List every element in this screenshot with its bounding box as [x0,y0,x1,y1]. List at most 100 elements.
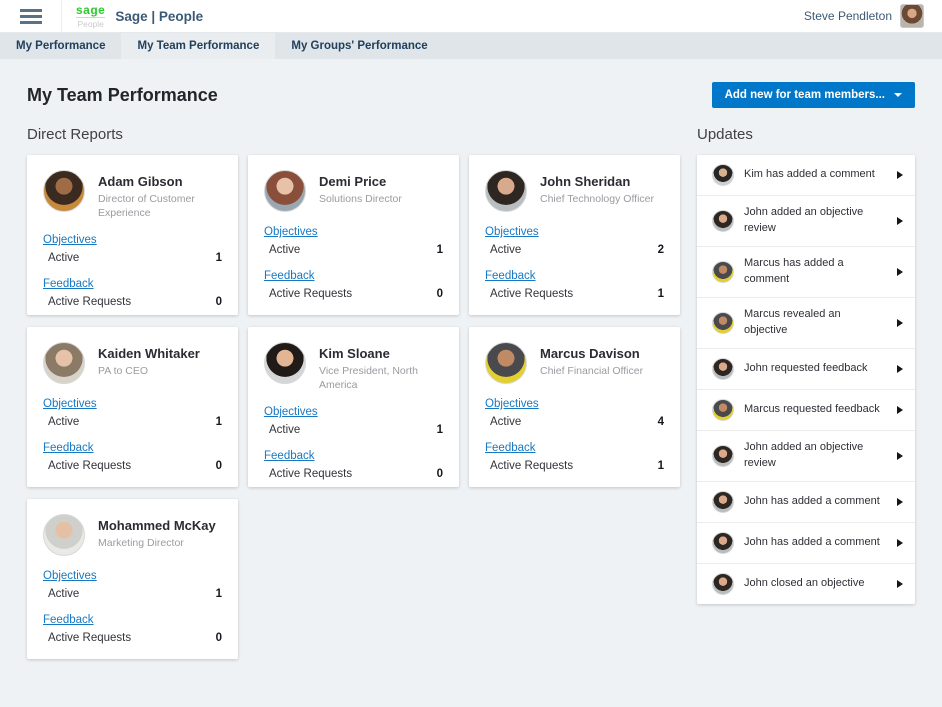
user-avatar [900,4,924,28]
active-objectives-count: 4 [657,416,664,428]
direct-report-card: Mohammed McKay Marketing Director Objectiv… [27,499,238,659]
add-button-label: Add new for team members... [724,89,885,101]
active-requests-label: Active Requests [269,468,353,481]
update-item[interactable]: Marcus requested feedback [697,390,915,431]
person-avatar [485,342,527,384]
person-job-title: Marketing Director [98,537,184,549]
update-avatar [712,260,734,283]
update-text: John closed an objective [744,576,865,589]
active-objectives-count: 1 [436,424,443,437]
update-item[interactable]: Kim has added a comment [697,155,915,196]
update-text: John has added a comment [744,494,880,507]
chevron-right-icon [897,405,903,414]
caret-down-icon [894,93,902,97]
update-item[interactable]: John has added a comment [697,482,915,523]
person-avatar [264,342,306,384]
person-job-title: Director of Customer Experience [98,193,195,220]
active-objectives-row: Active 2 [490,244,664,256]
active-requests-count: 0 [215,632,222,644]
updates-panel: Kim has added a comment John added an obj… [697,155,915,604]
updates-heading: Updates [697,126,753,143]
person-header: John Sheridan Chief Technology Officer [485,170,664,212]
direct-report-card: Adam Gibson Director of Customer Experien… [27,155,238,315]
update-item[interactable]: John requested feedback [697,349,915,390]
active-requests-row: Active Requests 0 [269,468,443,480]
app-title: Sage | People [115,8,204,24]
active-requests-label: Active Requests [490,288,574,300]
feedback-link[interactable]: Feedback [485,442,536,454]
active-requests-row: Active Requests 1 [490,460,664,472]
chevron-right-icon [897,216,903,225]
update-item[interactable]: Marcus has added a comment [697,247,915,298]
feedback-link[interactable]: Feedback [43,278,94,291]
tab-my-performance[interactable]: My Performance [16,40,106,52]
active-objectives-count: 1 [215,588,222,600]
chevron-right-icon [897,451,903,460]
feedback-link[interactable]: Feedback [264,270,315,282]
active-objectives-row: Active 1 [269,424,443,436]
person-job-title: Vice President, North America [319,365,419,392]
person-avatar [43,170,85,212]
update-avatar [712,444,734,467]
objectives-link[interactable]: Objectives [43,234,97,247]
update-text: Kim has added a comment [744,168,875,181]
objectives-link[interactable]: Objectives [264,406,318,419]
user-menu[interactable]: Steve Pendleton [804,4,924,28]
person-name: John Sheridan [540,174,631,189]
tab-my-groups-performance[interactable]: My Groups' Performance [291,40,428,52]
feedback-link[interactable]: Feedback [264,450,315,463]
person-avatar [43,514,85,556]
direct-report-card: Kaiden Whitaker PA to CEO Objectives Active… [27,327,238,487]
active-requests-label: Active Requests [48,632,132,644]
active-label: Active [490,416,522,428]
update-text: Marcus revealed an objective [744,307,841,336]
chevron-right-icon [897,538,903,547]
tab-my-team-performance[interactable]: My Team Performance [121,33,276,59]
active-objectives-row: Active 1 [48,252,222,264]
direct-report-card: Marcus Davison Chief Financial Officer Obj… [469,327,680,487]
person-name: Mohammed McKay [98,518,216,533]
add-new-for-team-members-button[interactable]: Add new for team members... [711,82,915,108]
person-header: Adam Gibson Director of Customer Experien… [43,170,222,220]
objectives-link[interactable]: Objectives [485,398,539,410]
update-item[interactable]: John added an objective review [697,431,915,482]
feedback-link[interactable]: Feedback [43,614,94,626]
main-content: My Team Performance Add new for team mem… [0,82,942,659]
sage-logo-text: sage [76,2,106,18]
objectives-link[interactable]: Objectives [43,570,97,582]
update-avatar [712,357,734,380]
update-avatar [712,209,734,232]
active-label: Active [48,252,80,265]
update-item[interactable]: John added an objective review [697,196,915,247]
person-job-title: Chief Financial Officer [540,365,644,377]
update-item[interactable]: Marcus revealed an objective [697,298,915,349]
active-requests-row: Active Requests 1 [490,288,664,300]
active-requests-count: 0 [215,296,222,309]
objectives-link[interactable]: Objectives [264,226,318,238]
hamburger-icon [19,8,42,24]
person-name: Marcus Davison [540,346,640,361]
chevron-right-icon [897,318,903,327]
update-text: Marcus requested feedback [744,402,880,415]
active-requests-count: 0 [215,460,222,472]
active-objectives-count: 1 [215,416,222,428]
active-objectives-row: Active 4 [490,416,664,428]
objectives-link[interactable]: Objectives [43,398,97,410]
active-requests-count: 1 [657,288,664,300]
active-label: Active [269,424,301,437]
update-item[interactable]: John has added a comment [697,523,915,564]
direct-reports-grid: Adam Gibson Director of Customer Experien… [27,155,680,659]
hamburger-menu-button[interactable] [0,0,62,32]
direct-report-card: Demi Price Solutions Director Objectives Ac… [248,155,459,315]
update-item[interactable]: John closed an objective [697,564,915,604]
person-header: Marcus Davison Chief Financial Officer [485,342,664,384]
chevron-right-icon [897,364,903,373]
active-requests-row: Active Requests 0 [269,288,443,300]
active-requests-label: Active Requests [490,460,574,472]
active-requests-row: Active Requests 0 [48,460,222,472]
active-objectives-count: 1 [436,244,443,256]
active-requests-count: 0 [436,288,443,300]
feedback-link[interactable]: Feedback [43,442,94,454]
feedback-link[interactable]: Feedback [485,270,536,282]
objectives-link[interactable]: Objectives [485,226,539,238]
